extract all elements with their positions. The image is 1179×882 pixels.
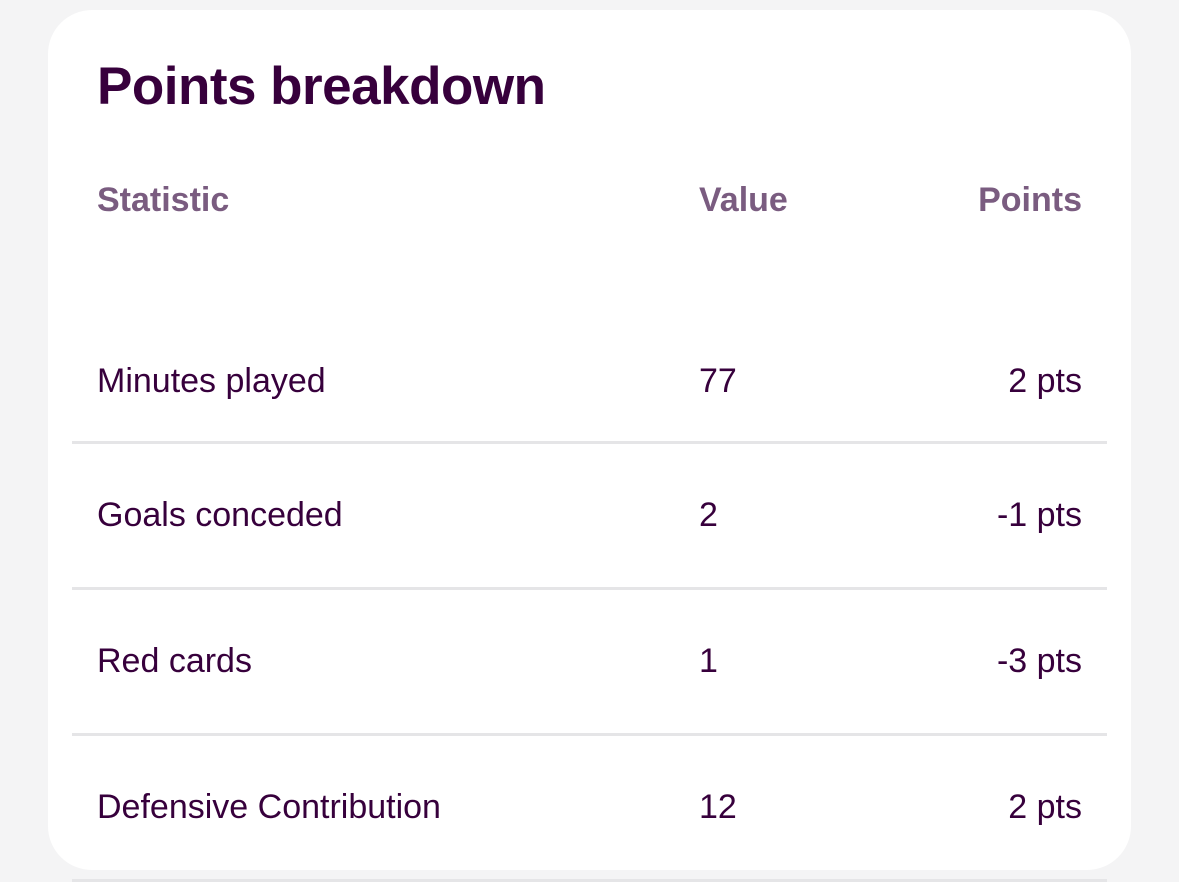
table-row: Defensive Contribution 12 2 pts — [72, 736, 1107, 882]
card-title: Points breakdown — [97, 57, 546, 116]
row-points: 2 pts — [1008, 788, 1082, 826]
row-statistic: Red cards — [97, 642, 252, 680]
row-statistic: Goals conceded — [97, 496, 343, 534]
table-row: Minutes played 77 2 pts — [72, 230, 1107, 444]
table-row: Goals conceded 2 -1 pts — [72, 444, 1107, 590]
table-header-row: Statistic Value Points — [72, 170, 1107, 230]
header-value: Value — [699, 180, 788, 219]
row-value: 12 — [699, 788, 737, 826]
row-points: -3 pts — [996, 642, 1082, 680]
table-row: Red cards 1 -3 pts — [72, 590, 1107, 736]
points-table: Statistic Value Points Minutes played 77… — [72, 170, 1107, 882]
header-statistic: Statistic — [97, 180, 230, 219]
row-value: 77 — [699, 362, 737, 400]
row-points: 2 pts — [1008, 362, 1082, 400]
row-value: 2 — [699, 496, 718, 534]
row-points: -1 pts — [996, 496, 1082, 534]
points-breakdown-card: Points breakdown Statistic Value Points … — [48, 10, 1131, 882]
row-value: 1 — [699, 642, 718, 680]
row-statistic: Defensive Contribution — [97, 788, 441, 826]
header-points: Points — [978, 180, 1082, 219]
row-statistic: Minutes played — [97, 362, 326, 400]
